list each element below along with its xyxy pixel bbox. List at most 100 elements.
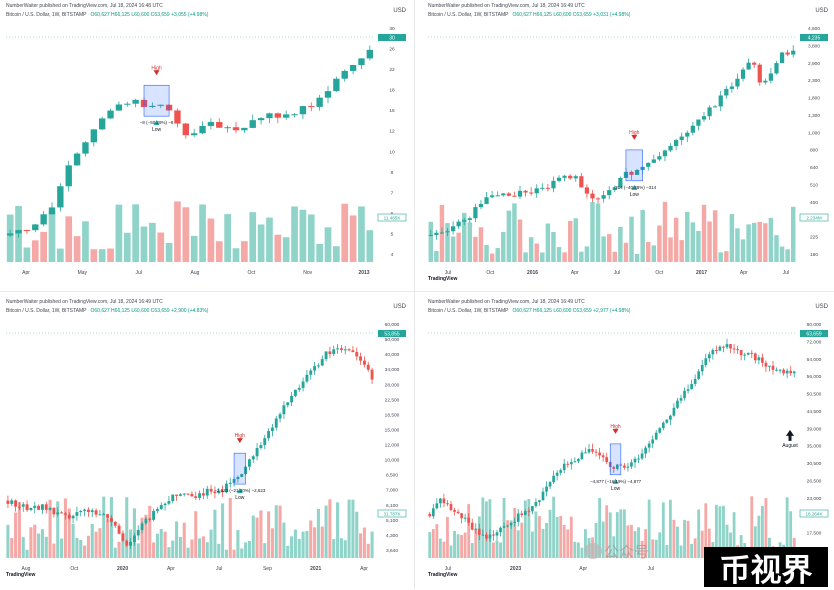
volume-bar bbox=[17, 501, 21, 558]
volume-bar bbox=[751, 222, 757, 262]
candle-body bbox=[182, 123, 189, 136]
volume-tag bbox=[799, 213, 829, 222]
volume-bar bbox=[712, 210, 718, 262]
candle-body bbox=[33, 505, 37, 508]
volume-bar bbox=[598, 497, 602, 558]
currency-label: USD bbox=[815, 8, 828, 14]
candle-body bbox=[590, 193, 595, 199]
y-tick-label: 44,500 bbox=[807, 409, 822, 415]
candle-body bbox=[499, 527, 502, 533]
candle-body bbox=[474, 528, 478, 530]
candle-body bbox=[485, 534, 488, 539]
volume-tag bbox=[377, 509, 407, 518]
volume-bar bbox=[470, 543, 474, 558]
candle-body bbox=[347, 349, 351, 351]
candle-body bbox=[293, 389, 297, 396]
volume-bar bbox=[6, 214, 14, 262]
candle-body bbox=[198, 493, 202, 498]
volume-bar bbox=[579, 251, 584, 262]
volume-bar bbox=[249, 212, 257, 262]
candle-body bbox=[290, 395, 294, 403]
x-tick-label: Apr bbox=[571, 270, 579, 276]
candle-body bbox=[775, 369, 778, 371]
volume-bar bbox=[175, 521, 179, 558]
y-tick-label: 510 bbox=[810, 182, 818, 188]
volume-bar bbox=[370, 531, 374, 558]
volume-bar bbox=[232, 549, 236, 558]
candle-body bbox=[551, 180, 556, 189]
candle-body bbox=[718, 346, 722, 351]
volume-bar bbox=[282, 522, 286, 558]
symbol-line: Bitcoin / U.S. Dollar, 1W, BITSTAMP O60,6… bbox=[428, 308, 630, 314]
y-tick-label: 28,000 bbox=[385, 382, 400, 388]
candle-body bbox=[785, 52, 790, 55]
candle-body bbox=[98, 514, 102, 516]
volume-label: 31.787K bbox=[383, 512, 401, 517]
candle-body bbox=[106, 514, 110, 518]
candle-body bbox=[324, 351, 328, 360]
volume-bar bbox=[467, 504, 471, 558]
volume-bar bbox=[481, 497, 485, 558]
candle-body bbox=[224, 483, 228, 493]
volume-bar bbox=[746, 224, 751, 262]
candle-body bbox=[174, 110, 181, 124]
candle-body bbox=[534, 188, 539, 194]
candle-body bbox=[584, 187, 590, 194]
volume-bar bbox=[324, 505, 328, 558]
candle-body bbox=[194, 496, 198, 498]
y-tick-label: 400 bbox=[810, 200, 818, 206]
candle-body bbox=[82, 142, 89, 154]
candle-body bbox=[332, 349, 336, 355]
candle-body bbox=[753, 353, 757, 361]
y-tick-label: 1,000 bbox=[808, 130, 820, 136]
high-label: High bbox=[629, 130, 640, 136]
volume-bar bbox=[355, 511, 359, 558]
volume-bar bbox=[31, 240, 39, 262]
volume-bar bbox=[165, 242, 173, 262]
candle-body bbox=[750, 352, 754, 354]
candle-body bbox=[349, 64, 357, 71]
volume-bar bbox=[244, 542, 248, 558]
candle-body bbox=[32, 224, 39, 231]
candle-body bbox=[470, 522, 474, 530]
volume-bar bbox=[336, 502, 340, 558]
candle-body bbox=[686, 389, 690, 391]
arrow-up-icon bbox=[786, 429, 794, 441]
volume-bar bbox=[366, 543, 370, 558]
volume-bar bbox=[672, 519, 676, 558]
y-tick-label: 22,500 bbox=[385, 397, 400, 403]
candle-body bbox=[324, 91, 332, 98]
candle-body bbox=[152, 510, 156, 520]
publish-header: NumberWaiter published on TradingView.co… bbox=[6, 299, 163, 305]
y-tick-label: 16 bbox=[389, 108, 395, 114]
volume-bar bbox=[729, 532, 732, 558]
volume-bar bbox=[456, 534, 460, 558]
volume-bar bbox=[584, 529, 587, 558]
x-tick-label: Apr bbox=[360, 566, 368, 572]
candle-body bbox=[725, 344, 729, 348]
candle-body bbox=[665, 419, 669, 423]
volume-bar bbox=[221, 503, 225, 558]
volume-bar bbox=[601, 521, 605, 558]
vertical-divider bbox=[414, 0, 415, 589]
candle-body bbox=[190, 493, 194, 497]
candle-body bbox=[502, 526, 506, 528]
candle-body bbox=[199, 125, 206, 134]
volume-bar bbox=[534, 511, 538, 558]
volume-bar bbox=[316, 243, 323, 262]
candle-body bbox=[513, 521, 517, 523]
ohlc-values: O60,627 H66,125 L60,600 C63,659 +3,055 (… bbox=[90, 12, 209, 18]
horizontal-divider bbox=[0, 291, 834, 292]
volume-bar bbox=[489, 253, 495, 262]
volume-bar bbox=[686, 520, 690, 558]
y-tick-label: 72,000 bbox=[807, 339, 822, 345]
measure-box bbox=[609, 443, 622, 476]
volume-bar bbox=[668, 237, 673, 262]
volume-bar bbox=[274, 505, 278, 558]
candle-body bbox=[566, 463, 570, 465]
low-label: Low bbox=[611, 486, 621, 492]
candle-body bbox=[779, 52, 785, 64]
candle-body bbox=[696, 119, 701, 126]
candle-body bbox=[370, 369, 374, 380]
candle-body bbox=[149, 105, 156, 107]
